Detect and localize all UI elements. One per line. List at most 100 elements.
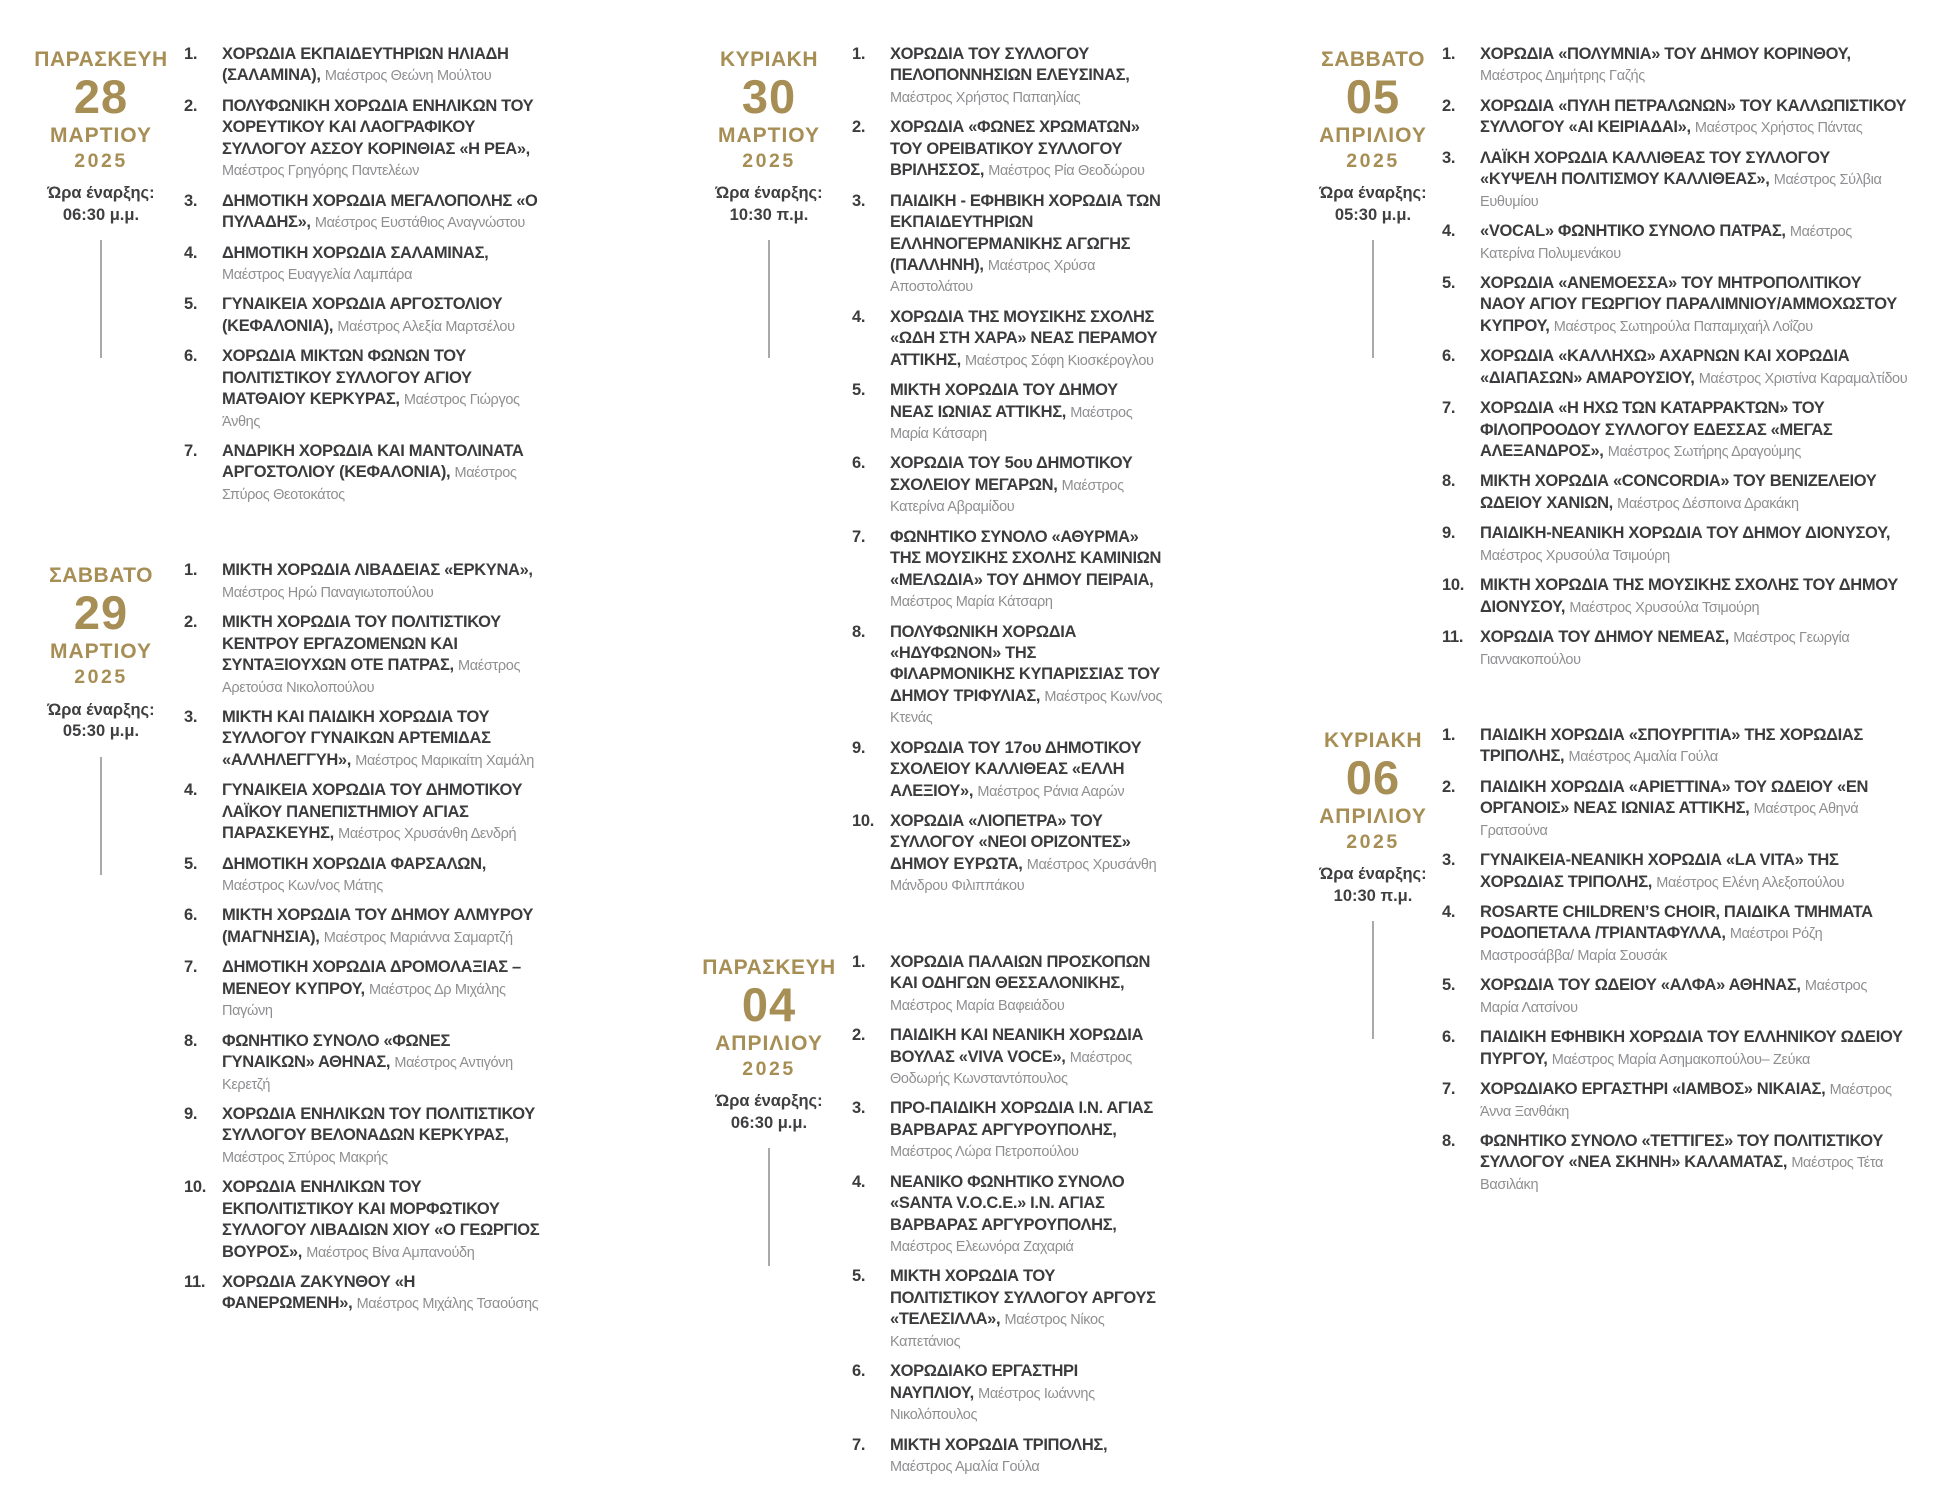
item-number: 7. bbox=[1442, 399, 1456, 418]
choir-name: ΜΙΚΤΗ ΚΑΙ ΠΑΙΔΙΚΗ ΧΟΡΩΔΙΑ ΤΟΥ ΣΥΛΛΟΓΟΥ Γ… bbox=[222, 707, 491, 769]
conductor-name: Μαέστρος Μαρία Ασημακοπούλου– Ζεύκα bbox=[1551, 1051, 1811, 1068]
conductor-name: Μαέστρος Σωτήρης Δραγούμης bbox=[1607, 444, 1802, 460]
choir-name: ΧΟΡΩΔΙΑ ΤΟΥ 5ου ΔΗΜΟΤΙΚΟΥ ΣΧΟΛΕΙΟΥ ΜΕΓΑΡ… bbox=[890, 454, 1133, 494]
item-number: 2. bbox=[852, 118, 866, 137]
conductor-name: Μαέστρος Αμαλία Γούλα bbox=[890, 1458, 1040, 1475]
session-year: 2025 bbox=[742, 150, 796, 173]
choir-name: ΜΙΚΤΗ ΧΟΡΩΔΙΑ ΛΙΒΑΔΕΙΑΣ «ΕΡΚΥΝΑ», bbox=[222, 561, 533, 580]
item-number: 1. bbox=[184, 45, 198, 63]
choir-name: ΔΗΜΟΤΙΚΗ ΧΟΡΩΔΙΑ ΣΑΛΑΜΙΝΑΣ, bbox=[222, 243, 489, 262]
item-text: ΧΟΡΩΔΙΑΚΟ ΕΡΓΑΣΤΗΡΙ ΝΑΥΠΛΙΟΥ, Μαέστρος Ι… bbox=[890, 1361, 1164, 1425]
item-number: 2. bbox=[184, 613, 198, 632]
session-day-name: ΠΑΡΑΣΚΕΥΗ bbox=[34, 48, 168, 71]
start-time-value: 05:30 μ.μ. bbox=[1334, 205, 1412, 224]
session: ΣΑΒΒΑΤΟ 05 ΑΠΡΙΛΙΟΥ 2025 Ώρα έναρξης: 05:30 μ… bbox=[1312, 44, 1908, 679]
item-number: 9. bbox=[1442, 524, 1456, 543]
conductor-name: Μαέστρος Μαρικαίτη Χαμάλη bbox=[355, 752, 534, 769]
item-text: ΓΥΝΑΙΚΕΙΑ ΧΟΡΩΔΙΑ ΤΟΥ ΔΗΜΟΤΙΚΟΥ ΛΑΪΚΟΥ Π… bbox=[222, 780, 546, 844]
choir-name: ΑΝΔΡΙΚΗ ΧΟΡΩΔΙΑ ΚΑΙ ΜΑΝΤΟΛΙΝΑΤΑ ΑΡΓΟΣΤΟΛ… bbox=[222, 442, 524, 482]
list-item: 3. ΔΗΜΟΤΙΚΗ ΧΟΡΩΔΙΑ ΜΕΓΑΛΟΠΟΛΗΣ «Ο ΠΥΛΑΔΗ… bbox=[184, 191, 546, 234]
item-text: ΑΝΔΡΙΚΗ ΧΟΡΩΔΙΑ ΚΑΙ ΜΑΝΤΟΛΙΝΑΤΑ ΑΡΓΟΣΤΟΛ… bbox=[222, 441, 546, 505]
choir-name: ΠΑΙΔΙΚΗ ΚΑΙ ΝΕΑΝΙΚΗ ΧΟΡΩΔΙΑ ΒΟΥΛΑΣ «VIVA… bbox=[890, 1026, 1144, 1066]
conductor-name: Μαέστρος Ευστάθιος Αναγνώστου bbox=[314, 215, 526, 232]
list-item: 2. ΧΟΡΩΔΙΑ «ΠΥΛΗ ΠΕΤΡΑΛΩΝΩΝ» ΤΟΥ ΚΑΛΛΩΠΙΣ… bbox=[1442, 96, 1908, 139]
item-text: ΠΑΙΔΙΚΗ ΧΟΡΩΔΙΑ «ΑΡΙΕΤΤΙΝΑ» ΤΟΥ ΩΔΕΙΟΥ «… bbox=[1480, 777, 1908, 841]
item-text: ΜΙΚΤΗ ΧΟΡΩΔΙΑ ΤΟΥ ΠΟΛΙΤΙΣΤΙΚΟΥ ΣΥΛΛΟΓΟΥ … bbox=[890, 1266, 1164, 1352]
item-number: 10. bbox=[1442, 576, 1465, 595]
conductor-name: Μαέστρος Μαριάννα Σαμαρτζή bbox=[323, 929, 513, 946]
list-item: 5. ΜΙΚΤΗ ΧΟΡΩΔΙΑ ΤΟΥ ΔΗΜΟΥ ΝΕΑΣ ΙΩΝΙΑΣ ΑΤ… bbox=[852, 380, 1164, 444]
item-number: 7. bbox=[852, 1435, 866, 1454]
item-number: 6. bbox=[184, 347, 198, 366]
item-number: 9. bbox=[852, 738, 866, 757]
item-text: ΜΙΚΤΗ ΧΟΡΩΔΙΑ ΤΟΥ ΔΗΜΟΥ ΝΕΑΣ ΙΩΝΙΑΣ ΑΤΤΙ… bbox=[890, 380, 1164, 444]
program-column: ΠΑΡΑΣΚΕΥΗ 28 ΜΑΡΤΙΟΥ 2025 Ώρα έναρξης: 06:30 … bbox=[26, 44, 546, 1324]
session-month: ΑΠΡΙΛΙΟΥ bbox=[715, 1031, 823, 1055]
conductor-name: Μαέστρος Ρία Θεοδώρου bbox=[988, 163, 1145, 180]
list-item: 7. ΧΟΡΩΔΙΑ «Η ΗΧΩ ΤΩΝ ΚΑΤΑΡΡΑΚΤΩΝ» ΤΟΥ ΦΙ… bbox=[1442, 398, 1908, 462]
session-day-number: 29 bbox=[73, 586, 129, 640]
item-number: 8. bbox=[184, 1031, 198, 1050]
item-text: ΧΟΡΩΔΙΑ ΕΝΗΛΙΚΩΝ ΤΟΥ ΕΚΠΟΛΙΤΙΣΤΙΚΟΥ ΚΑΙ … bbox=[222, 1177, 546, 1263]
item-text: ΧΟΡΩΔΙΑ ΠΑΛΑΙΩΝ ΠΡΟΣΚΟΠΩΝ ΚΑΙ ΟΔΗΓΩΝ ΘΕΣ… bbox=[890, 952, 1164, 1016]
list-item: 9. ΧΟΡΩΔΙΑ ΕΝΗΛΙΚΩΝ ΤΟΥ ΠΟΛΙΤΙΣΤΙΚΟΥ ΣΥΛΛ… bbox=[184, 1104, 546, 1168]
item-number: 7. bbox=[1442, 1080, 1456, 1099]
list-item: 5. ΧΟΡΩΔΙΑ «ΑΝΕΜΟΕΣΣΑ» ΤΟΥ ΜΗΤΡΟΠΟΛΙΤΙΚΟΥ… bbox=[1442, 273, 1908, 337]
list-item: 6. ΜΙΚΤΗ ΧΟΡΩΔΙΑ ΤΟΥ ΔΗΜΟΥ ΑΛΜΥΡΟΥ (ΜΑΓΝΗ… bbox=[184, 905, 546, 948]
item-text: ΜΙΚΤΗ ΧΟΡΩΔΙΑ ΤΗΣ ΜΟΥΣΙΚΗΣ ΣΧΟΛΗΣ ΤΟΥ ΔΗ… bbox=[1480, 575, 1908, 618]
choir-name: ΧΟΡΩΔΙΑ ΤΟΥ ΩΔΕΙΟΥ «ΑΛΦΑ» ΑΘΗΝΑΣ, bbox=[1480, 976, 1801, 995]
item-number: 10. bbox=[184, 1178, 207, 1197]
item-number: 3. bbox=[184, 707, 198, 726]
choir-name: ΜΙΚΤΗ ΧΟΡΩΔΙΑ ΤΟΥ ΔΗΜΟΥ ΝΕΑΣ ΙΩΝΙΑΣ ΑΤΤΙ… bbox=[890, 381, 1118, 421]
session: ΚΥΡΙΑΚΗ 30 ΜΑΡΤΙΟΥ 2025 Ώρα έναρξης: 10:30 π.… bbox=[694, 44, 1164, 906]
item-number: 6. bbox=[852, 454, 866, 473]
session-day-name: ΣΑΒΒΑΤΟ bbox=[1321, 48, 1425, 71]
item-number: 5. bbox=[1442, 273, 1456, 292]
item-text: ΧΟΡΩΔΙΑ «ΚΑΛΛΗΧΩ» ΑΧΑΡΝΩΝ ΚΑΙ ΧΟΡΩΔΙΑ «Δ… bbox=[1480, 346, 1908, 389]
item-text: ΧΟΡΩΔΙΑ ΕΚΠΑΙΔΕΥΤΗΡΙΩΝ ΗΛΙΑΔΗ (ΣΑΛΑΜΙΝΑ)… bbox=[222, 44, 546, 87]
session-choir-list: 1. ΜΙΚΤΗ ΧΟΡΩΔΙΑ ΛΙΒΑΔΕΙΑΣ «ΕΡΚΥΝΑ», Μαέσ… bbox=[176, 560, 546, 1324]
session-date-block: ΣΑΒΒΑΤΟ 05 ΑΠΡΙΛΙΟΥ 2025 Ώρα έναρξης: 05:30 μ… bbox=[1312, 44, 1434, 359]
list-item: 11. ΧΟΡΩΔΙΑ ΖΑΚΥΝΘΟΥ «Η ΦΑΝΕΡΩΜΕΝΗ», Μαέσ… bbox=[184, 1272, 546, 1315]
conductor-name: Μαέστρος Κων/νος Κτενάς bbox=[890, 688, 1163, 727]
choir-name: ΧΟΡΩΔΙΑ ΤΗΣ ΜΟΥΣΙΚΗΣ ΣΧΟΛΗΣ «ΩΔΗ ΣΤΗ ΧΑΡ… bbox=[890, 307, 1158, 369]
session-year: 2025 bbox=[74, 150, 128, 173]
conductor-name: Μαέστρος Χρήστος Παπαηλίας bbox=[890, 89, 1081, 106]
start-time-label: Ώρα έναρξης: bbox=[715, 184, 823, 203]
item-number: 5. bbox=[184, 854, 198, 873]
choir-name: ΜΙΚΤΗ ΧΟΡΩΔΙΑ ΤΡΙΠΟΛΗΣ, bbox=[890, 1435, 1108, 1454]
choir-name: ΜΙΚΤΗ ΧΟΡΩΔΙΑ ΤΟΥ ΔΗΜΟΥ ΑΛΜΥΡΟΥ (ΜΑΓΝΗΣΙ… bbox=[222, 906, 534, 946]
conductor-name: Μαέστρος Ηρώ Παναγιωτοπούλου bbox=[222, 584, 434, 601]
program-column: ΣΑΒΒΑΤΟ 05 ΑΠΡΙΛΙΟΥ 2025 Ώρα έναρξης: 05:30 μ… bbox=[1312, 44, 1908, 1204]
item-number: 2. bbox=[184, 96, 198, 115]
item-number: 8. bbox=[1442, 472, 1456, 491]
conductor-name: Μαέστρος Γεωργία Γιαννακοπούλου bbox=[1480, 630, 1850, 668]
divider-line bbox=[1372, 240, 1374, 359]
list-item: 8. ΦΩΝΗΤΙΚΟ ΣΥΝΟΛΟ «ΤΕΤΤΙΓΕΣ» ΤΟΥ ΠΟΛΙΤΙΣ… bbox=[1442, 1131, 1908, 1195]
item-number: 2. bbox=[1442, 777, 1456, 796]
session-month: ΜΑΡΤΙΟΥ bbox=[717, 123, 821, 147]
item-text: ΦΩΝΗΤΙΚΟ ΣΥΝΟΛΟ «ΤΕΤΤΙΓΕΣ» ΤΟΥ ΠΟΛΙΤΙΣΤΙ… bbox=[1480, 1131, 1908, 1195]
item-number: 4. bbox=[184, 781, 198, 800]
item-number: 2. bbox=[1442, 96, 1456, 115]
list-item: 7. ΦΩΝΗΤΙΚΟ ΣΥΝΟΛΟ «ΑΘΥΡΜΑ» ΤΗΣ ΜΟΥΣΙΚΗΣ … bbox=[852, 527, 1164, 613]
choir-name: ΠΑΙΔΙΚΗ - ΕΦΗΒΙΚΗ ΧΟΡΩΔΙΑ ΤΩΝ ΕΚΠΑΙΔΕΥΤΗ… bbox=[890, 191, 1161, 274]
item-text: ΧΟΡΩΔΙΑ «Η ΗΧΩ ΤΩΝ ΚΑΤΑΡΡΑΚΤΩΝ» ΤΟΥ ΦΙΛΟ… bbox=[1480, 398, 1908, 462]
list-item: 3. ΠΡΟ-ΠΑΙΔΙΚΗ ΧΟΡΩΔΙΑ Ι.Ν. ΑΓΙΑΣ ΒΑΡΒΑΡΑ… bbox=[852, 1098, 1164, 1162]
choir-name: ΧΟΡΩΔΙΑ «ΑΝΕΜΟΕΣΣΑ» ΤΟΥ ΜΗΤΡΟΠΟΛΙΤΙΚΟΥ Ν… bbox=[1480, 273, 1897, 335]
start-time-value: 06:30 μ.μ. bbox=[730, 1113, 808, 1132]
divider-line bbox=[100, 756, 102, 875]
list-item: 10. ΧΟΡΩΔΙΑ «ΛΙΟΠΕΤΡΑ» ΤΟΥ ΣΥΛΛΟΓΟΥ «ΝΕΟΙ… bbox=[852, 811, 1164, 897]
item-number: 5. bbox=[852, 381, 866, 400]
conductor-name: Μαέστρος Σπύρος Μακρής bbox=[222, 1149, 388, 1166]
list-item: 2. ΧΟΡΩΔΙΑ «ΦΩΝΕΣ ΧΡΩΜΑΤΩΝ» ΤΟΥ ΟΡΕΙΒΑΤΙΚ… bbox=[852, 117, 1164, 181]
start-time-label: Ώρα έναρξης: bbox=[47, 700, 155, 719]
session-date-block: ΠΑΡΑΣΚΕΥΗ 04 ΑΠΡΙΛΙΟΥ 2025 Ώρα έναρξης: 06:30… bbox=[694, 952, 844, 1267]
list-item: 6. ΧΟΡΩΔΙΑ ΤΟΥ 5ου ΔΗΜΟΤΙΚΟΥ ΣΧΟΛΕΙΟΥ ΜΕΓ… bbox=[852, 453, 1164, 517]
choir-name: ΠΑΙΔΙΚΗ ΧΟΡΩΔΙΑ «ΣΠΟΥΡΓΙΤΙΑ» ΤΗΣ ΧΟΡΩΔΙΑ… bbox=[1480, 725, 1863, 766]
item-number: 8. bbox=[852, 622, 866, 641]
conductor-name: Μαέστρος Χρυσάνθη Μάνδρου Φιλιππάκου bbox=[890, 856, 1157, 895]
item-text: ΔΗΜΟΤΙΚΗ ΧΟΡΩΔΙΑ ΜΕΓΑΛΟΠΟΛΗΣ «Ο ΠΥΛΑΔΗΣ»… bbox=[222, 191, 546, 234]
conductor-name: Μαέστρος Δημήτρης Γαζής bbox=[1480, 68, 1645, 85]
session-month: ΜΑΡΤΙΟΥ bbox=[49, 123, 153, 147]
